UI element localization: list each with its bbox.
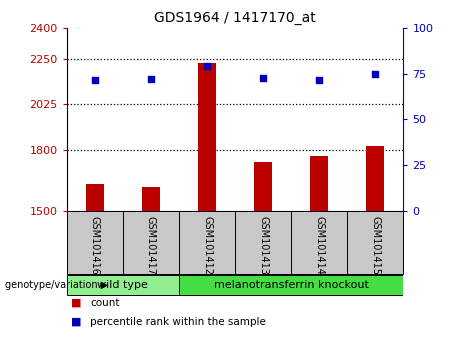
Bar: [254, 162, 272, 211]
Title: GDS1964 / 1417170_at: GDS1964 / 1417170_at: [154, 11, 316, 24]
Bar: [67, 211, 123, 274]
Bar: [179, 211, 235, 274]
Bar: [347, 211, 403, 274]
Bar: [86, 184, 104, 211]
Point: [315, 78, 323, 83]
Point: [147, 76, 154, 82]
Bar: [291, 211, 347, 274]
Bar: [366, 146, 384, 211]
Text: ■: ■: [71, 317, 82, 327]
Bar: [235, 211, 291, 274]
Text: GSM101414: GSM101414: [314, 216, 324, 275]
Point: [203, 63, 211, 69]
Text: count: count: [90, 298, 119, 308]
Text: GSM101415: GSM101415: [370, 216, 380, 275]
Bar: [310, 156, 328, 211]
Text: ■: ■: [71, 298, 82, 308]
Point: [372, 71, 379, 77]
Point: [91, 78, 99, 83]
Bar: [67, 275, 179, 295]
Text: GSM101416: GSM101416: [90, 216, 100, 275]
Text: GSM101417: GSM101417: [146, 216, 156, 275]
Bar: [123, 211, 179, 274]
Text: GSM101413: GSM101413: [258, 216, 268, 275]
Text: percentile rank within the sample: percentile rank within the sample: [90, 317, 266, 327]
Text: melanotransferrin knockout: melanotransferrin knockout: [214, 280, 369, 290]
Bar: [198, 63, 216, 211]
Text: wild type: wild type: [97, 280, 148, 290]
Bar: [142, 187, 160, 211]
Point: [260, 76, 267, 81]
Text: GSM101412: GSM101412: [202, 216, 212, 275]
Text: genotype/variation ▶: genotype/variation ▶: [5, 280, 108, 290]
Bar: [179, 275, 403, 295]
